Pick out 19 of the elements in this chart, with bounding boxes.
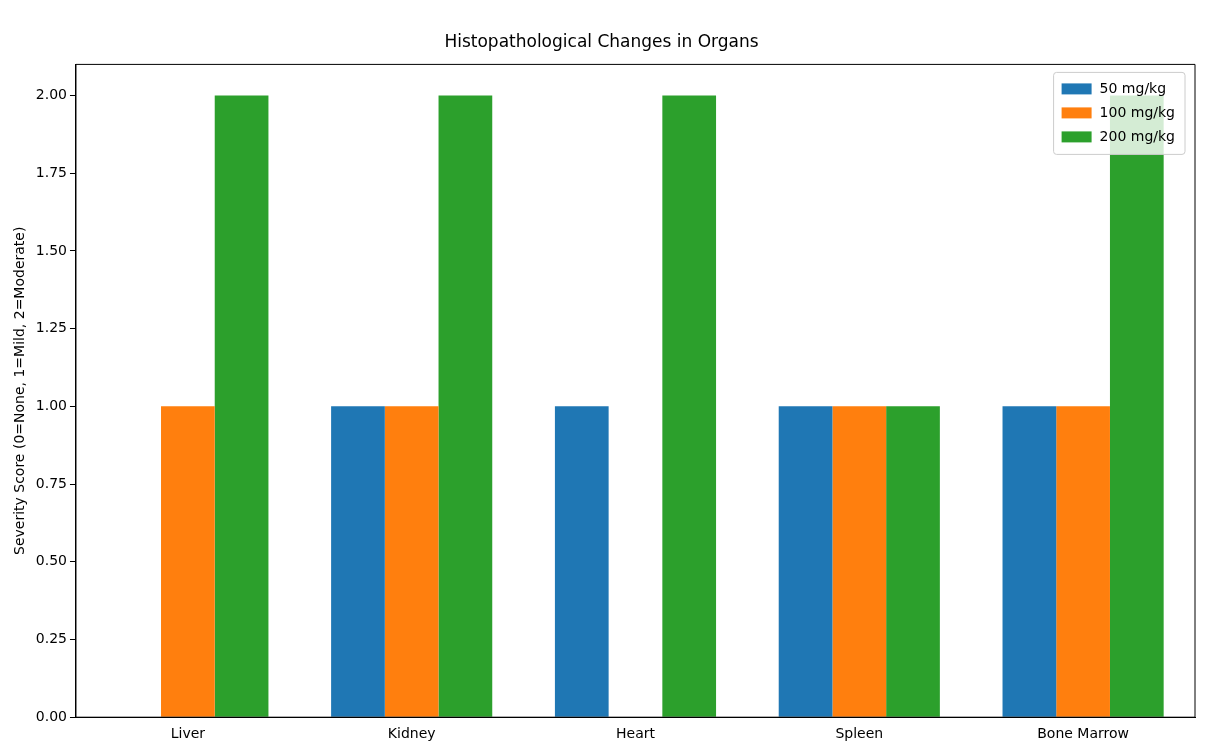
y-tick-label: 0.50 [35,552,67,569]
y-tick-label: 2.00 [35,86,67,103]
y-tick-label: 1.25 [35,319,67,336]
legend-label: 100 mg/kg [1099,104,1176,121]
x-tick-label: Spleen [835,725,884,742]
y-tick-label: 1.50 [35,241,67,258]
x-tick-label: Liver [170,725,206,742]
x-tick-label: Kidney [387,725,436,742]
y-tick-label: 0.00 [35,707,67,724]
y-tick-label: 1.75 [35,163,67,180]
legend-label: 200 mg/kg [1099,128,1176,145]
legend-label: 50 mg/kg [1099,80,1167,97]
x-tick-label: Heart [616,725,656,742]
y-axis-title: Severity Score (0=None, 1=Mild, 2=Moderate) [11,226,28,556]
y-tick-label: 1.00 [35,396,67,413]
chart-title: Histopathological Changes in Organs [444,30,759,51]
y-tick-label: 0.75 [35,474,67,491]
y-tick-label: 0.25 [35,630,67,647]
x-tick-label: Bone Marrow [1037,725,1129,742]
